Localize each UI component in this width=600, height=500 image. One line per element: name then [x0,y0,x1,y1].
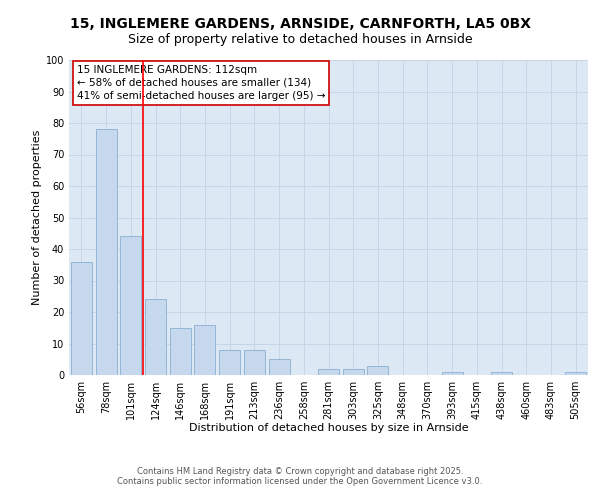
Bar [120,236,141,375]
Bar [71,262,92,375]
Bar [170,328,191,375]
Bar [244,350,265,375]
Bar [565,372,586,375]
Bar [269,359,290,375]
Text: Contains HM Land Registry data © Crown copyright and database right 2025.: Contains HM Land Registry data © Crown c… [137,467,463,476]
Text: 15, INGLEMERE GARDENS, ARNSIDE, CARNFORTH, LA5 0BX: 15, INGLEMERE GARDENS, ARNSIDE, CARNFORT… [70,18,530,32]
Text: Contains public sector information licensed under the Open Government Licence v3: Contains public sector information licen… [118,477,482,486]
Bar [219,350,240,375]
Text: Size of property relative to detached houses in Arnside: Size of property relative to detached ho… [128,32,472,46]
Text: 15 INGLEMERE GARDENS: 112sqm
← 58% of detached houses are smaller (134)
41% of s: 15 INGLEMERE GARDENS: 112sqm ← 58% of de… [77,64,325,101]
Bar [194,324,215,375]
Bar [367,366,388,375]
Y-axis label: Number of detached properties: Number of detached properties [32,130,41,305]
Bar [343,368,364,375]
Bar [145,300,166,375]
Bar [442,372,463,375]
Bar [95,130,116,375]
Bar [318,368,339,375]
X-axis label: Distribution of detached houses by size in Arnside: Distribution of detached houses by size … [188,424,469,434]
Bar [491,372,512,375]
